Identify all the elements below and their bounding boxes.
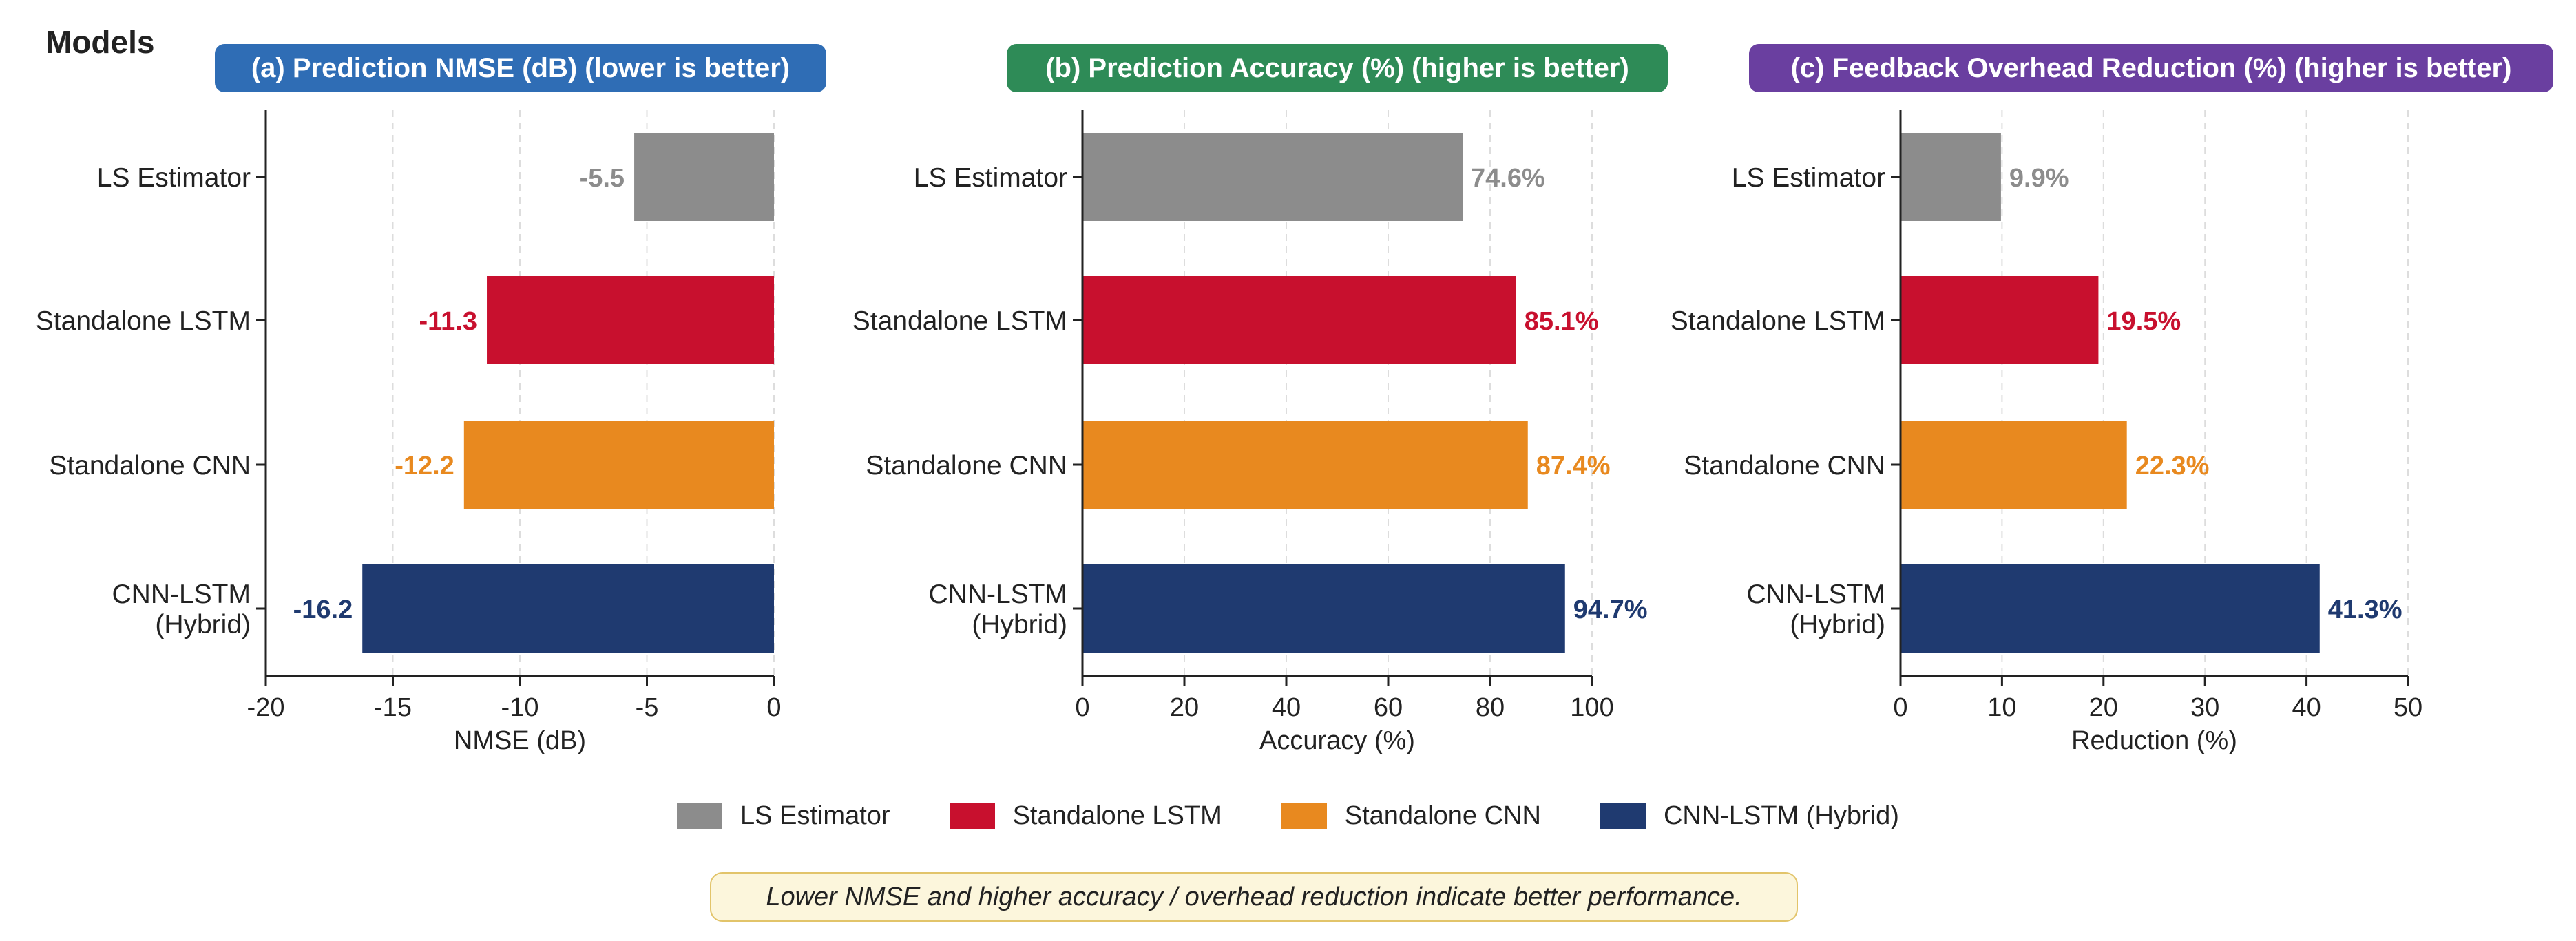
x-tick-label: 30	[2190, 693, 2219, 722]
category-label: CNN-LSTM	[112, 580, 251, 609]
value-label: 22.3%	[2135, 452, 2210, 480]
x-tick-label: 40	[2292, 693, 2321, 722]
value-label: -16.2	[293, 595, 353, 624]
category-label: Standalone CNN	[866, 451, 1067, 480]
value-label: 85.1%	[1525, 307, 1599, 336]
panel-a-title: (a) Prediction NMSE (dB) (lower is bette…	[215, 44, 826, 92]
bar-4	[362, 564, 774, 653]
category-label: CNN-LSTM	[1747, 580, 1886, 609]
models-heading: Models	[45, 24, 155, 60]
legend-item-standalone-cnn: Standalone CNN	[1281, 801, 1541, 831]
bar-1	[1082, 133, 1463, 221]
x-tick-label: -20	[247, 693, 285, 722]
footnote-box: Lower NMSE and higher accuracy / overhea…	[710, 872, 1798, 922]
legend-item-cnn-lstm-hybrid: CNN-LSTM (Hybrid)	[1600, 801, 1899, 831]
value-label: 9.9%	[2009, 164, 2069, 193]
category-label: Standalone LSTM	[852, 306, 1067, 336]
value-label: -11.3	[419, 307, 477, 336]
x-tick-label: 20	[2089, 693, 2118, 722]
x-axis-label: NMSE (dB)	[454, 726, 586, 755]
value-label: 87.4%	[1536, 452, 1611, 480]
value-label: -5.5	[580, 164, 625, 193]
x-tick-label: 0	[1893, 693, 1907, 722]
bar-1	[1900, 133, 2001, 221]
legend-label: LS Estimator	[740, 801, 890, 830]
value-label: 94.7%	[1573, 595, 1648, 624]
x-tick-label: 60	[1374, 693, 1403, 722]
category-label: LS Estimator	[97, 163, 251, 193]
legend: LS Estimator Standalone LSTM Standalone …	[0, 795, 2576, 836]
value-label: 74.6%	[1471, 164, 1545, 193]
bar-1	[634, 133, 774, 221]
bar-4	[1082, 564, 1565, 653]
x-tick-label: 50	[2394, 693, 2422, 722]
legend-item-standalone-lstm: Standalone LSTM	[949, 801, 1222, 831]
bar-3	[1082, 421, 1528, 509]
category-label: Standalone CNN	[49, 451, 251, 480]
x-axis-label: Accuracy (%)	[1259, 726, 1415, 755]
category-label: LS Estimator	[914, 163, 1067, 193]
panel-b-title: (b) Prediction Accuracy (%) (higher is b…	[1007, 44, 1668, 92]
x-axis-label: Reduction (%)	[2071, 726, 2237, 755]
x-tick-label: -15	[374, 693, 412, 722]
legend-item-ls-estimator: LS Estimator	[677, 801, 890, 831]
value-label: 41.3%	[2328, 595, 2402, 624]
legend-swatch-cnn-lstm-hybrid	[1600, 803, 1646, 829]
legend-swatch-ls-estimator	[677, 803, 723, 829]
category-label: (Hybrid)	[155, 610, 251, 639]
category-label: (Hybrid)	[1790, 610, 1885, 639]
bar-2	[1082, 276, 1516, 364]
value-label: -12.2	[395, 452, 454, 480]
x-tick-label: -5	[636, 693, 659, 722]
x-tick-label: 0	[766, 693, 781, 722]
category-label: Standalone CNN	[1684, 451, 1885, 480]
bar-4	[1900, 564, 2320, 653]
x-tick-label: 80	[1476, 693, 1505, 722]
panel-c-title: (c) Feedback Overhead Reduction (%) (hig…	[1749, 44, 2553, 92]
category-label: Standalone LSTM	[1671, 306, 1885, 336]
category-label: CNN-LSTM	[929, 580, 1068, 609]
value-label: 19.5%	[2106, 307, 2181, 336]
category-label: LS Estimator	[1732, 163, 1885, 193]
bar-2	[1900, 276, 2099, 364]
x-tick-label: 40	[1272, 693, 1301, 722]
x-tick-label: 0	[1075, 693, 1089, 722]
x-tick-label: 20	[1170, 693, 1199, 722]
legend-label: Standalone LSTM	[1012, 801, 1222, 830]
x-tick-label: 10	[1987, 693, 2016, 722]
category-label: Standalone LSTM	[36, 306, 251, 336]
bar-3	[1900, 421, 2127, 509]
x-tick-label: 100	[1570, 693, 1613, 722]
bar-2	[487, 276, 774, 364]
x-tick-label: -10	[501, 693, 539, 722]
bar-3	[463, 421, 774, 509]
category-label: (Hybrid)	[972, 610, 1067, 639]
legend-label: CNN-LSTM (Hybrid)	[1663, 801, 1899, 830]
legend-swatch-standalone-cnn	[1281, 803, 1327, 829]
legend-label: Standalone CNN	[1344, 801, 1541, 830]
legend-swatch-standalone-lstm	[949, 803, 995, 829]
